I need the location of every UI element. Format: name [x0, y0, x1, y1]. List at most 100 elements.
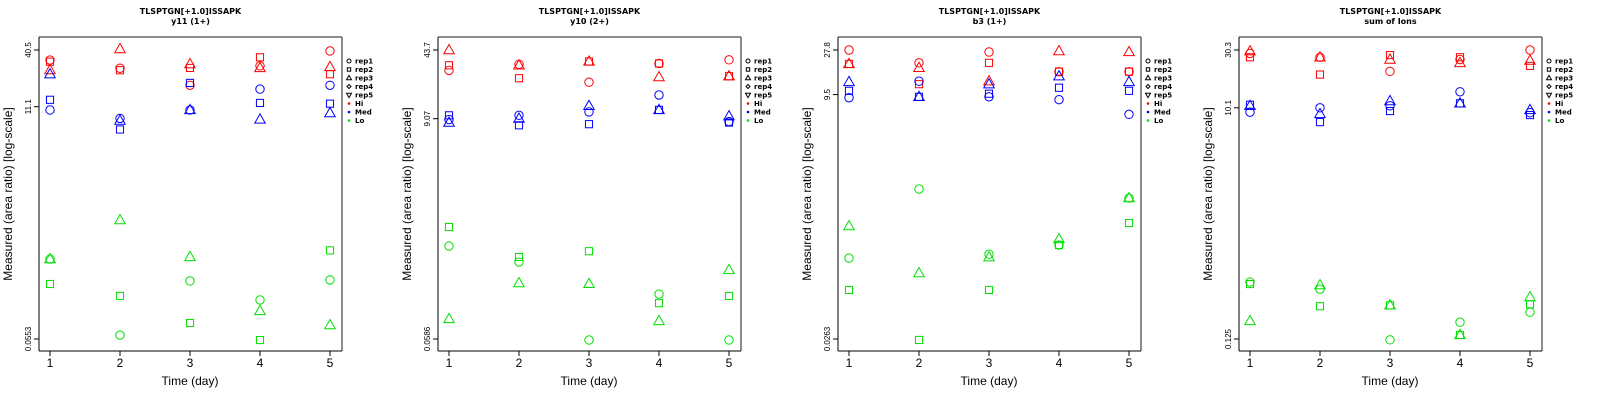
- point-hi-rep1: [654, 58, 664, 69]
- point-hi-rep2: [1525, 61, 1535, 70]
- point-lo-rep3: [323, 318, 337, 330]
- legend-rep3-icon: [744, 74, 752, 81]
- point-hi-rep2: [1054, 67, 1064, 76]
- legend-label: rep5: [754, 92, 772, 100]
- legend-label: rep2: [1555, 66, 1573, 74]
- legend-rep3-icon: [345, 74, 353, 81]
- y-tick-label: 11.1: [24, 99, 33, 115]
- point-hi-rep1: [45, 55, 55, 65]
- point-lo-rep1: [724, 335, 734, 345]
- x-axis-title: Time (day): [162, 374, 219, 388]
- legend-rep5-icon: [345, 92, 353, 99]
- point-lo-rep1: [1245, 277, 1255, 287]
- point-lo-rep3: [512, 276, 526, 288]
- legend-rep2-icon: [1546, 67, 1552, 72]
- legend-label: rep5: [1555, 92, 1573, 100]
- panel-title: TLSPTGN[+1.0]ISSAPK: [539, 7, 641, 16]
- x-axis-title: Time (day): [1362, 374, 1419, 388]
- point-hi-rep3: [442, 43, 456, 55]
- legend-label: rep1: [355, 58, 373, 66]
- point-med-rep1: [1385, 101, 1395, 111]
- panel-subtitle: y11 (1+): [171, 17, 210, 26]
- y-tick-label: 43.7: [423, 42, 432, 58]
- panel-subtitle: y10 (2+): [570, 17, 609, 26]
- point-med-rep2: [1054, 83, 1064, 92]
- legend-label: Hi: [1154, 100, 1162, 108]
- y-tick-label: 0.0263: [823, 326, 832, 351]
- point-hi-rep2: [984, 58, 994, 67]
- point-hi-rep1: [115, 63, 125, 73]
- panel-subtitle: sum of Ions: [1364, 17, 1417, 26]
- legend-label: Med: [1555, 109, 1572, 117]
- legend-label: rep4: [754, 83, 772, 91]
- point-hi-rep3: [323, 60, 337, 72]
- point-hi-rep1: [584, 77, 594, 87]
- point-med-rep1: [984, 92, 994, 102]
- point-lo-rep2: [584, 247, 594, 256]
- point-hi-rep2: [1315, 70, 1325, 79]
- point-hi-rep2: [444, 61, 454, 70]
- point-lo-rep3: [1523, 290, 1537, 302]
- point-med-rep2: [115, 125, 125, 134]
- point-hi-rep2: [1385, 51, 1395, 60]
- point-hi-rep2: [115, 66, 125, 75]
- legend-rep1-icon: [1546, 58, 1552, 64]
- point-med-rep1: [844, 93, 854, 103]
- point-med-rep1: [914, 76, 924, 86]
- point-hi-rep1: [325, 46, 335, 56]
- panel-title: TLSPTGN[+1.0]ISSAPK: [140, 7, 242, 16]
- x-tick-label: 3: [1387, 356, 1394, 370]
- x-tick-label: 2: [516, 356, 523, 370]
- x-tick-label: 3: [187, 356, 194, 370]
- point-lo-rep2: [444, 222, 454, 232]
- x-tick-label: 4: [1056, 356, 1063, 370]
- legend-label: rep2: [754, 66, 772, 74]
- point-med-rep2: [444, 111, 454, 120]
- point-lo-rep1: [115, 330, 125, 340]
- point-lo-rep3: [1383, 298, 1397, 310]
- legend-label: Hi: [754, 100, 762, 108]
- x-axis-title: Time (day): [961, 374, 1018, 388]
- point-med-rep3: [442, 116, 456, 127]
- legend-rep5-icon: [1144, 92, 1152, 99]
- point-lo-rep2: [984, 285, 994, 295]
- data-points: [1243, 44, 1537, 345]
- legend-label: rep4: [355, 83, 373, 91]
- point-lo-rep2: [654, 299, 664, 308]
- point-lo-rep1: [444, 241, 454, 251]
- point-med-rep3: [982, 77, 996, 89]
- legend-rep3-icon: [1144, 74, 1152, 81]
- point-med-rep3: [113, 113, 127, 125]
- point-med-rep2: [724, 118, 734, 127]
- legend-label: rep5: [355, 92, 373, 100]
- legend-rep1-icon: [346, 58, 352, 64]
- legend-rep4-icon: [1145, 83, 1151, 90]
- point-med-rep3: [582, 99, 596, 110]
- point-hi-rep3: [1313, 50, 1327, 62]
- point-hi-rep1: [1525, 45, 1535, 55]
- x-tick-label: 5: [726, 356, 733, 370]
- point-lo-rep3: [1122, 191, 1136, 203]
- point-lo-rep1: [844, 253, 854, 263]
- point-med-rep2: [514, 121, 524, 130]
- point-lo-rep3: [652, 314, 666, 326]
- point-hi-rep3: [652, 70, 666, 82]
- legend-rep3-icon: [1545, 74, 1553, 81]
- legend-label: rep3: [355, 75, 373, 83]
- y-axis-title: Measured (area ratio) [log-scale]: [1, 107, 15, 280]
- data-points: [442, 43, 736, 345]
- point-hi-rep2: [584, 57, 594, 66]
- x-tick-label: 4: [1457, 356, 1464, 370]
- point-lo-rep3: [1052, 232, 1066, 244]
- point-hi-rep3: [1122, 45, 1136, 57]
- point-lo-rep2: [115, 291, 125, 300]
- point-lo-rep2: [255, 335, 265, 345]
- point-med-rep2: [844, 86, 854, 95]
- point-lo-rep1: [914, 184, 924, 194]
- point-med-rep2: [1525, 111, 1535, 120]
- point-hi-rep2: [724, 72, 734, 81]
